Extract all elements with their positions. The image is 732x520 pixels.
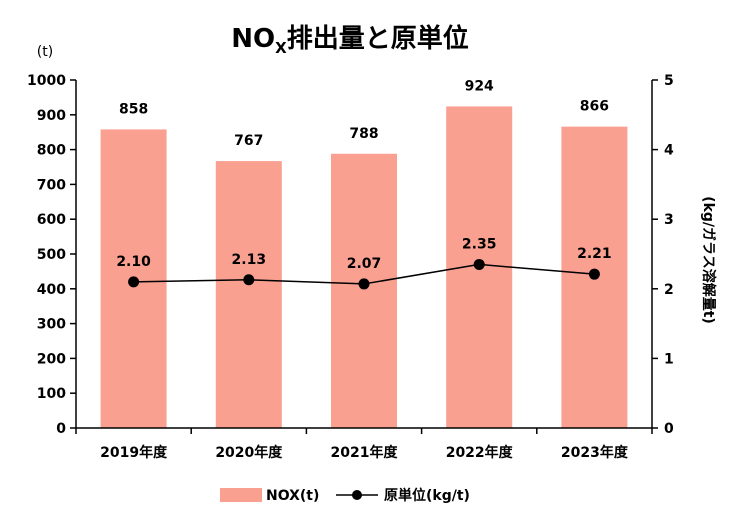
line-series (128, 258, 600, 290)
line-point-1 (128, 276, 140, 288)
line-point-5 (588, 268, 600, 280)
left-tick-label-200: 200 (37, 351, 66, 367)
left-axis: 0 100 200 300 400 500 600 700 800 900 1000 (27, 73, 77, 437)
bar-value-label-1: 858 (119, 101, 148, 117)
chart-title-main: NO (231, 24, 275, 54)
right-axis: 0 1 2 3 4 5 (651, 73, 674, 437)
line-point-4 (473, 258, 485, 270)
line-value-label-5: 2.21 (577, 246, 612, 262)
line-labels: 2.10 2.13 2.07 2.35 2.21 (116, 236, 611, 271)
legend: NOX(t) 原単位(kg/t) (220, 487, 470, 504)
line-point-2 (243, 274, 255, 286)
right-tick-label-5: 5 (664, 73, 674, 89)
right-tick-label-0: 0 (664, 421, 674, 437)
right-axis-label: (kg/ガラス溶解量t) (700, 196, 717, 324)
bar-value-label-2: 767 (234, 133, 263, 149)
legend-line-marker (352, 490, 362, 500)
left-tick-label-0: 0 (56, 421, 66, 437)
bar-value-label-5: 866 (580, 99, 609, 115)
line-value-label-2: 2.13 (232, 252, 267, 268)
left-tick-label-600: 600 (37, 212, 66, 228)
chart-title: NOX排出量と原単位 (231, 23, 468, 57)
line-value-label-1: 2.10 (116, 254, 151, 270)
left-tick-label-500: 500 (37, 247, 66, 263)
bar-labels: 858 767 788 924 866 (119, 78, 609, 149)
legend-bar-swatch (220, 488, 262, 502)
line-point-3 (358, 278, 370, 290)
legend-line-label: 原単位(kg/t) (384, 487, 470, 504)
right-tick-label-4: 4 (664, 143, 674, 159)
legend-bar-label: NOX(t) (266, 488, 319, 504)
bar-value-label-3: 788 (349, 126, 378, 142)
x-category-label-3: 2021年度 (331, 444, 399, 461)
left-tick-label-400: 400 (37, 282, 66, 298)
x-category-label-1: 2019年度 (100, 444, 168, 461)
left-axis-unit: (t) (37, 44, 53, 60)
left-tick-label-300: 300 (37, 317, 66, 333)
x-category-label-4: 2022年度 (446, 444, 514, 461)
bar-2 (215, 161, 282, 429)
left-tick-label-900: 900 (37, 108, 66, 124)
x-category-label-2: 2020年度 (215, 444, 283, 461)
left-tick-label-800: 800 (37, 143, 66, 159)
chart-title-subscript: X (275, 39, 287, 57)
right-tick-label-3: 3 (664, 212, 674, 228)
bar-value-label-4: 924 (465, 78, 494, 94)
x-axis: 2019年度 2020年度 2021年度 2022年度 2023年度 (75, 427, 653, 461)
chart-title-rest: 排出量と原単位 (287, 23, 469, 54)
line-value-label-3: 2.07 (347, 256, 382, 272)
bar-3 (331, 153, 397, 428)
right-tick-label-2: 2 (664, 282, 674, 298)
line-value-label-4: 2.35 (462, 236, 497, 252)
left-tick-label-700: 700 (37, 177, 66, 193)
left-tick-label-1000: 1000 (27, 73, 66, 89)
x-category-label-5: 2023年度 (561, 444, 629, 461)
right-tick-label-1: 1 (664, 351, 674, 367)
left-tick-label-100: 100 (37, 386, 66, 402)
